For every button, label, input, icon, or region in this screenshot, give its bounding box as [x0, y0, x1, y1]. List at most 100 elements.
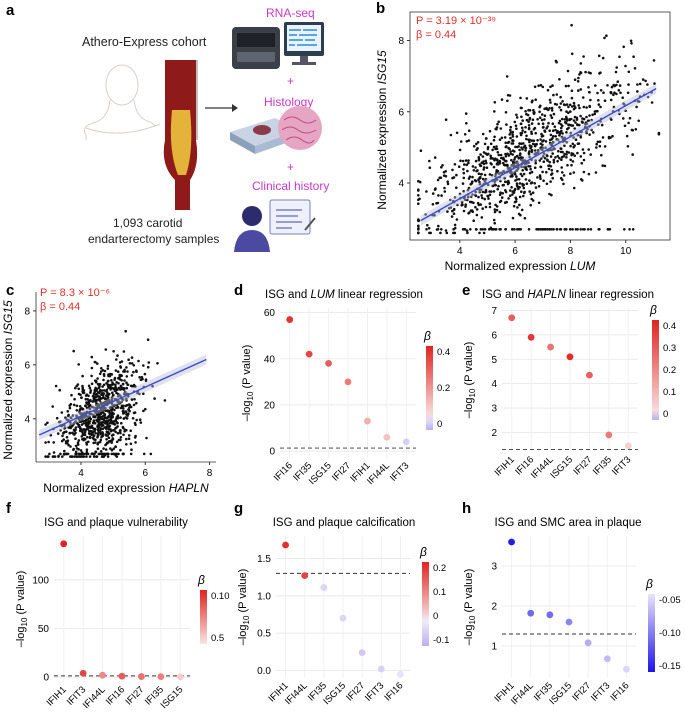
c-point: [151, 384, 154, 388]
b-point: [570, 152, 573, 155]
c-point: [81, 419, 85, 423]
c-point: [123, 379, 126, 382]
b-point: [496, 158, 499, 161]
c-point: [102, 378, 105, 382]
c-point: [106, 455, 110, 458]
b-point: [570, 52, 574, 56]
b-point: [523, 190, 526, 194]
b-point: [524, 167, 528, 170]
b-point: [450, 215, 454, 218]
b-point: [504, 189, 507, 192]
c-point: [102, 418, 106, 422]
c-point: [46, 421, 49, 425]
b-point: [427, 226, 431, 230]
b-point: [574, 228, 578, 231]
c-point: [102, 372, 106, 376]
b-point: [523, 130, 527, 134]
b-point: [510, 164, 513, 167]
c-point: [99, 412, 103, 416]
g-title: ISG and plaque calcification: [273, 517, 416, 529]
b-point: [436, 228, 440, 231]
c-point: [52, 441, 55, 444]
b-point: [569, 144, 572, 148]
b-point: [478, 231, 481, 235]
c-x-axis-label: Normalized expression HAPLN: [43, 481, 209, 495]
b-point: [495, 162, 499, 166]
b-point: [513, 120, 517, 124]
b-point: [534, 159, 537, 162]
b-point: [619, 91, 622, 95]
h-dot-IFI35: [546, 611, 554, 619]
b-point: [443, 190, 447, 193]
b-point: [571, 228, 574, 231]
c-point: [125, 366, 128, 369]
b-point: [631, 228, 635, 231]
b-point: [505, 75, 509, 78]
b-point: [534, 149, 537, 152]
b-point: [482, 231, 486, 235]
c-point: [132, 384, 135, 388]
b-point: [519, 96, 522, 100]
e-category-label: IFI27: [571, 454, 594, 477]
b-point: [512, 139, 515, 143]
b-point: [636, 83, 639, 86]
b-point: [455, 218, 459, 221]
b-ytick-label: 8: [398, 36, 404, 47]
b-point: [494, 183, 497, 187]
c-point: [74, 386, 77, 390]
b-point: [513, 158, 516, 161]
f-category-label: IFI16: [104, 684, 127, 707]
b-point: [573, 154, 576, 157]
g-legend-tick: 0.1: [433, 587, 446, 598]
b-point: [569, 158, 572, 162]
c-point: [132, 370, 135, 374]
c-y-axis-label: Normalized expression ISG15: [1, 300, 15, 460]
b-point: [515, 135, 519, 138]
b-point: [500, 196, 504, 199]
c-point: [125, 399, 128, 402]
b-point: [566, 163, 569, 167]
b-point: [445, 231, 449, 235]
chart-e: ISG and HAPLN linear regression 2 3 4 5 6 7 IF…: [463, 289, 676, 481]
c-point: [129, 429, 132, 432]
b-point: [462, 209, 466, 213]
e-dot-IFIH1: [508, 314, 516, 322]
b-point: [565, 103, 569, 106]
b-point: [573, 144, 576, 147]
c-point: [61, 455, 64, 458]
b-point: [528, 140, 531, 144]
b-point: [487, 228, 491, 231]
c-point: [92, 434, 96, 437]
c-point: [80, 416, 84, 419]
c-point: [130, 356, 134, 359]
c-point: [99, 428, 102, 432]
c-point: [103, 413, 107, 417]
b-point: [550, 173, 553, 176]
b-point: [521, 159, 525, 162]
b-point: [504, 152, 507, 156]
e-category-label: IFIT3: [610, 454, 633, 477]
b-point: [521, 119, 524, 122]
b-point: [513, 170, 517, 174]
b-point: [538, 110, 541, 114]
f-legend-title: β: [197, 573, 205, 587]
b-point: [541, 170, 544, 174]
c-point: [44, 441, 47, 444]
histology-slide-icon: [230, 106, 322, 154]
b-point: [525, 137, 528, 141]
b-point: [425, 228, 428, 231]
b-point: [525, 162, 528, 165]
b-point: [544, 228, 547, 231]
b-point: [479, 228, 483, 231]
panel-label-a: a: [6, 2, 15, 19]
b-point: [523, 144, 527, 148]
b-point: [499, 153, 503, 157]
c-point: [121, 405, 124, 408]
b-xtick-label: 6: [512, 246, 518, 257]
b-point: [594, 110, 598, 113]
b-point: [605, 34, 608, 37]
b-point: [638, 82, 642, 86]
e-ytick-label: 3: [491, 404, 497, 415]
c-point: [144, 407, 147, 411]
d-legend-tick: 0: [437, 419, 442, 430]
